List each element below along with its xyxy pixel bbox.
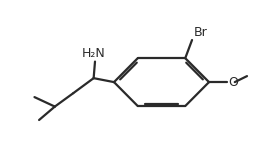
Text: O: O — [228, 76, 238, 89]
Text: H₂N: H₂N — [82, 47, 106, 60]
Text: Br: Br — [194, 26, 208, 39]
